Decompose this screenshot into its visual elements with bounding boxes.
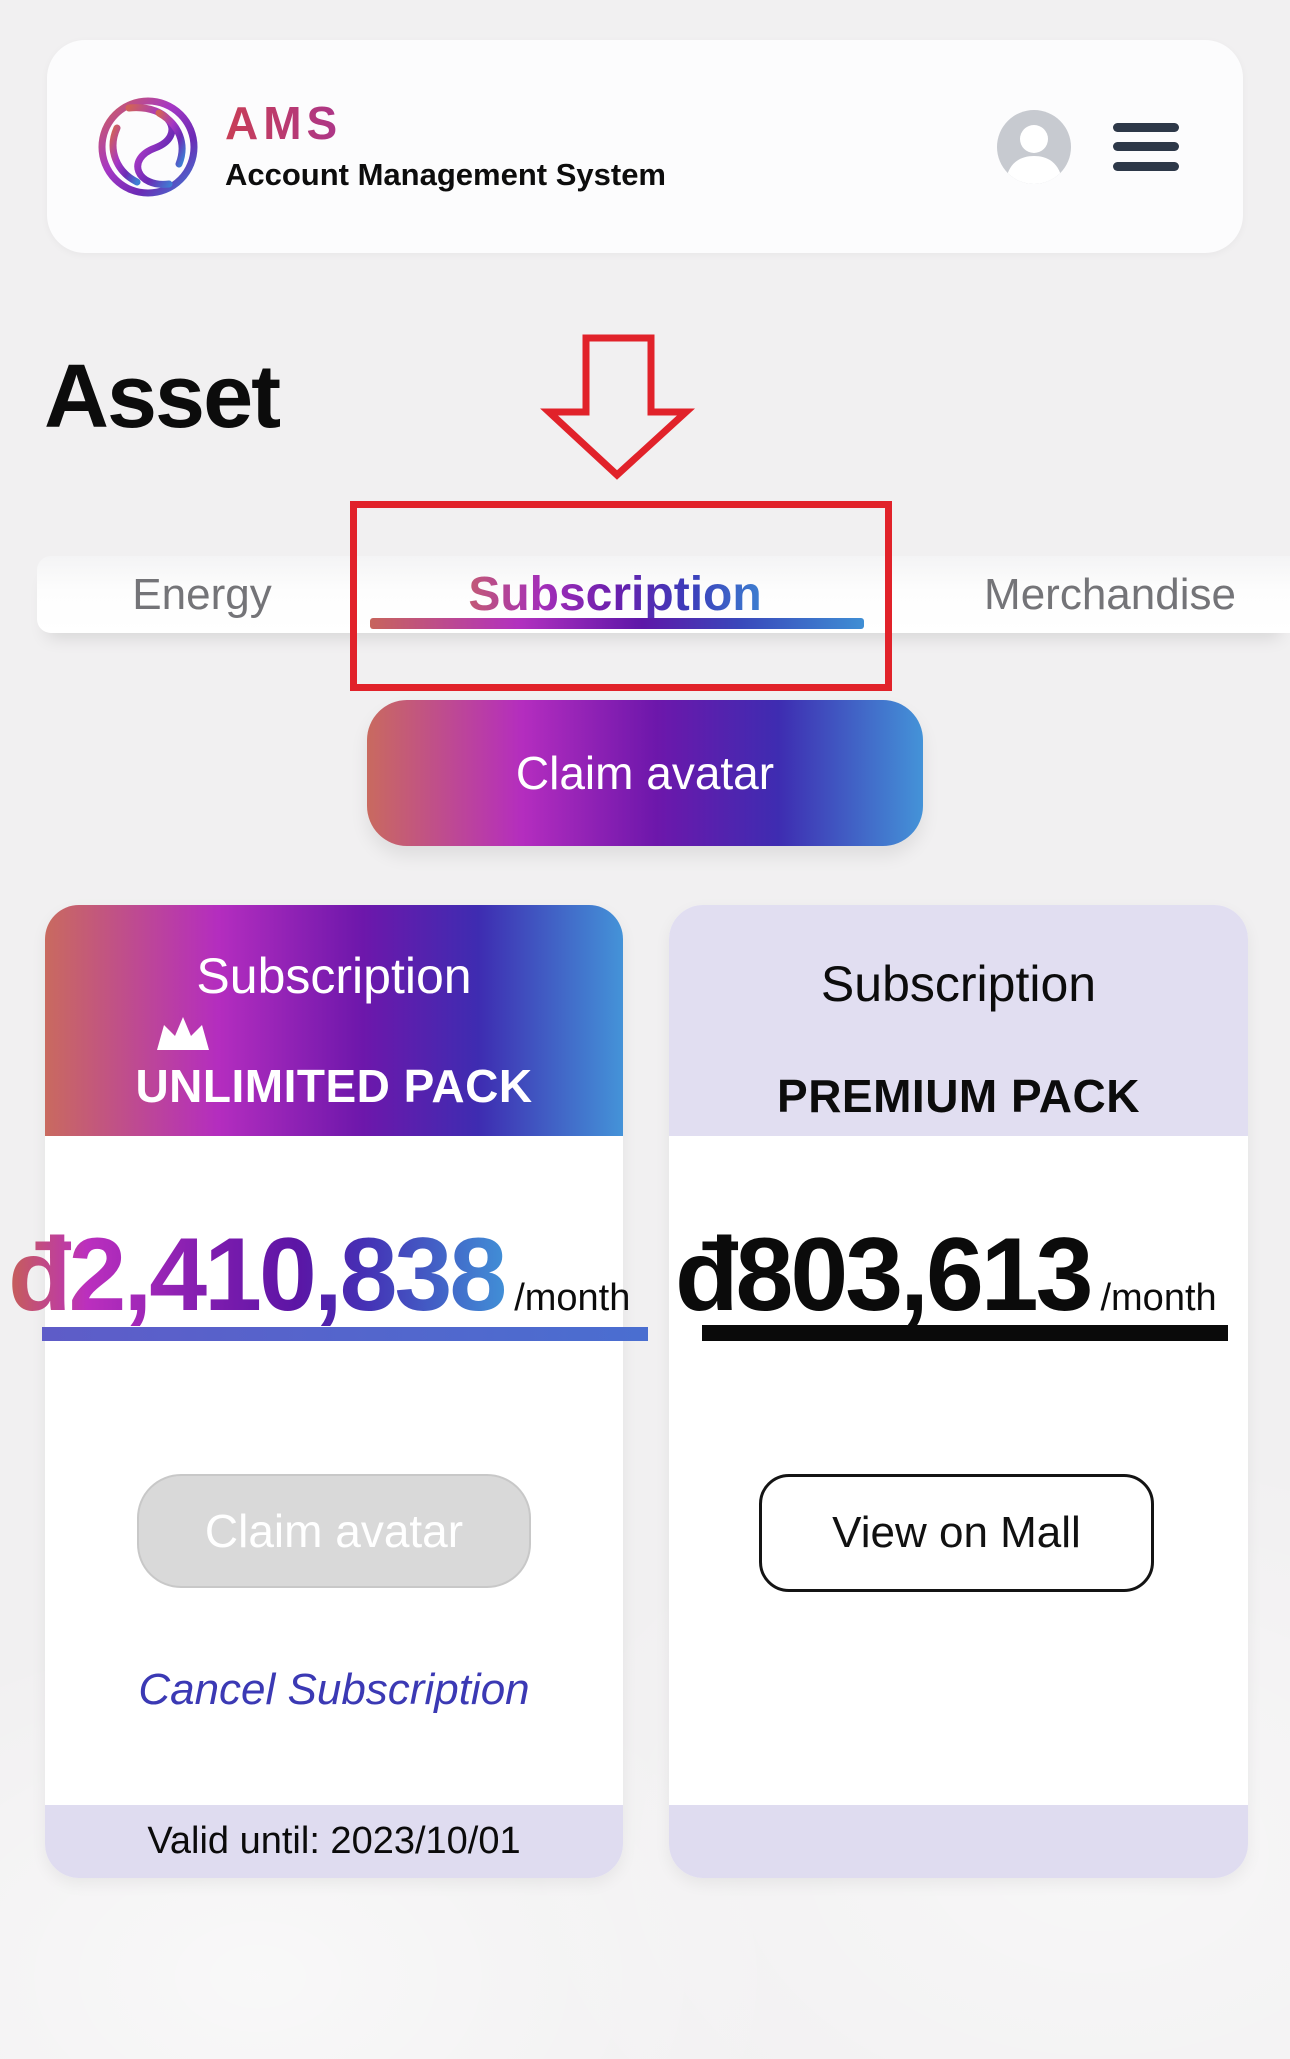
ams-wordmark: AMS [225, 100, 666, 146]
price-amount: đ803,613 [675, 1217, 1093, 1333]
tab-merchandise[interactable]: Merchandise [935, 556, 1285, 633]
validity-footer: Valid until: 2023/10/01 [45, 1805, 623, 1878]
tab-subscription-label: Subscription [468, 568, 762, 621]
card-header-unlimited: Subscription UNLIMITED PACK [45, 905, 623, 1136]
asset-tab-bar: Energy Subscription Merchandise [37, 556, 1290, 633]
cancel-subscription-link[interactable]: Cancel Subscription [138, 1665, 530, 1714]
page-title: Asset [44, 347, 281, 447]
tab-energy-label: Energy [132, 569, 272, 619]
crown-icon [157, 1017, 209, 1050]
price-row: đ803,613/month [675, 1223, 1217, 1327]
app-header: AMS Account Management System [47, 40, 1243, 253]
annotation-arrow-down-icon [540, 334, 696, 480]
subscription-card-unlimited: Subscription UNLIMITED PACK đ2,410,838/m… [8, 905, 648, 1878]
claim-avatar-button-disabled[interactable]: Claim avatar [137, 1474, 531, 1588]
price-amount: đ2,410,838 [8, 1217, 507, 1333]
price-row: đ2,410,838/month [8, 1223, 630, 1327]
card-pack-name: UNLIMITED PACK [135, 1060, 533, 1112]
tab-merchandise-label: Merchandise [984, 569, 1236, 619]
card-title: Subscription [820, 956, 1097, 1012]
card-title: Subscription [196, 948, 472, 1004]
subscription-card-premium: Subscription PREMIUM PACK đ803,613/month… [669, 905, 1248, 1878]
card-footer-band [669, 1805, 1248, 1878]
person-icon [1005, 124, 1063, 184]
ams-logo-icon [98, 97, 198, 196]
card-pack-name: PREMIUM PACK [777, 1070, 1140, 1122]
view-on-mall-button[interactable]: View on Mall [759, 1474, 1154, 1592]
tab-subscription[interactable]: Subscription [445, 556, 785, 633]
claim-avatar-button[interactable]: Claim avatar [367, 700, 923, 846]
user-avatar[interactable] [997, 109, 1071, 184]
active-tab-indicator [370, 618, 864, 629]
price-period: /month [514, 1277, 631, 1319]
price-period: /month [1100, 1277, 1217, 1319]
hamburger-menu-icon[interactable] [1113, 121, 1179, 173]
tab-energy[interactable]: Energy [37, 556, 367, 633]
price-underline [702, 1325, 1228, 1341]
app-subtitle: Account Management System [225, 157, 666, 193]
price-underline [42, 1327, 648, 1341]
card-header-premium: Subscription PREMIUM PACK [669, 905, 1248, 1136]
brand-block: AMS Account Management System [225, 100, 666, 192]
